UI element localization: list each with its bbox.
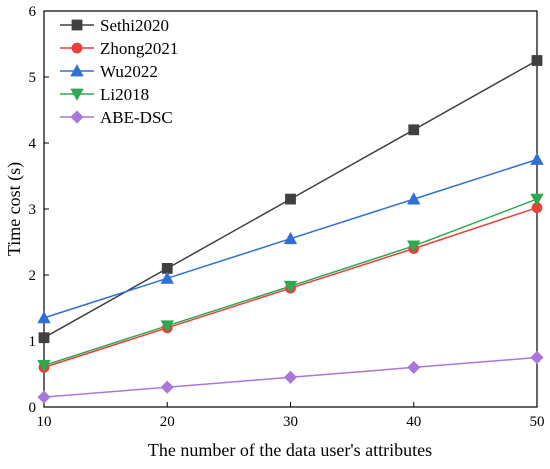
series-li2018	[37, 193, 544, 373]
data-point-abe-dsc	[407, 360, 421, 374]
legend-label: Sethi2020	[100, 16, 169, 35]
data-point-li2018	[160, 320, 174, 333]
legend-marker	[71, 19, 83, 31]
data-point-sethi2020	[38, 332, 50, 344]
y-tick-label: 3	[29, 202, 37, 218]
legend-label: Zhong2021	[100, 39, 178, 58]
data-point-li2018	[37, 360, 51, 373]
data-point-wu2022	[530, 152, 544, 165]
series-layer	[37, 55, 544, 404]
legend-entry: Sethi2020	[60, 16, 169, 35]
data-point-sethi2020	[285, 193, 296, 205]
x-tick-label: 10	[37, 414, 52, 430]
data-point-abe-dsc	[37, 390, 51, 404]
legend-marker	[70, 64, 84, 77]
axes: 10 20 30 40 50 0 1 2 3 4 5 6	[29, 4, 545, 430]
x-tick-label: 50	[530, 414, 545, 430]
data-point-li2018	[407, 240, 421, 253]
legend: Sethi2020 Zhong2021 Wu2022 Li2018 ABE-DSC	[60, 16, 178, 127]
y-axis-label: Time cost (s)	[4, 162, 25, 256]
legend-label: Wu2022	[100, 62, 158, 81]
data-point-wu2022	[283, 231, 298, 245]
legend-marker	[71, 42, 83, 54]
legend-label: ABE-DSC	[100, 108, 173, 127]
data-point-wu2022	[407, 192, 421, 205]
legend-marker	[70, 88, 84, 101]
legend-entry: Zhong2021	[60, 39, 178, 58]
legend-label: Li2018	[100, 85, 149, 104]
y-tick-label: 6	[29, 4, 37, 20]
x-tick-label: 40	[406, 414, 421, 430]
x-tick-label: 30	[283, 414, 298, 430]
series-abe-dsc	[37, 350, 544, 404]
legend-entry: Wu2022	[60, 62, 158, 81]
y-tick-label: 5	[29, 70, 37, 86]
legend-marker	[70, 110, 84, 124]
series-wu2022	[37, 152, 544, 324]
legend-entry: ABE-DSC	[60, 108, 173, 127]
data-point-abe-dsc	[160, 380, 174, 394]
data-point-wu2022	[37, 311, 51, 324]
data-point-wu2022	[160, 271, 174, 284]
data-point-sethi2020	[531, 55, 543, 66]
data-point-abe-dsc	[283, 370, 298, 384]
y-tick-label: 1	[29, 334, 37, 350]
legend-entry: Li2018	[60, 85, 149, 104]
x-tick-label: 20	[160, 414, 175, 430]
y-tick-label: 0	[29, 400, 37, 416]
data-point-li2018	[283, 280, 298, 294]
y-tick-label: 4	[29, 136, 37, 152]
data-point-sethi2020	[408, 124, 420, 136]
data-point-abe-dsc	[530, 350, 544, 365]
x-axis-label: The number of the data user's attributes	[148, 440, 432, 460]
y-tick-label: 2	[29, 268, 37, 284]
data-point-li2018	[530, 193, 544, 206]
